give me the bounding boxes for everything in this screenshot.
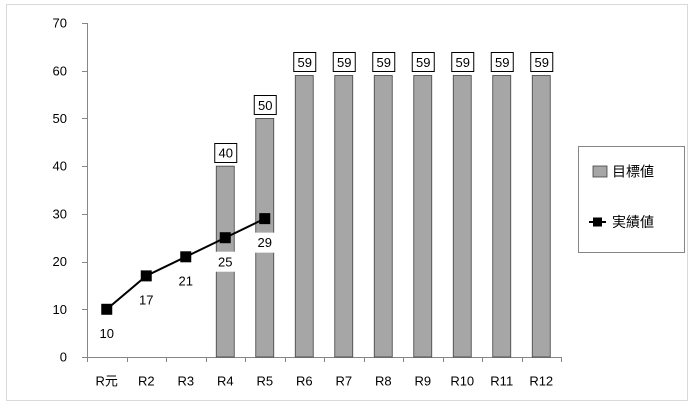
bar-label-box xyxy=(451,52,475,72)
y-tick-label: 10 xyxy=(53,302,67,317)
bar-data-label: 59 xyxy=(456,55,470,70)
x-tick-label: R10 xyxy=(450,374,474,389)
line-label-background xyxy=(134,289,159,310)
bar-target xyxy=(413,75,433,358)
actual-marker xyxy=(219,232,231,244)
bar-data-label: 59 xyxy=(377,55,391,70)
line-data-label: 17 xyxy=(139,292,153,307)
actual-marker xyxy=(140,270,152,282)
bar-target xyxy=(334,75,354,358)
bar-label-box xyxy=(332,52,356,72)
y-tick-label: 70 xyxy=(53,16,67,31)
line-label-background xyxy=(252,232,277,253)
legend: 目標値 実績値 xyxy=(578,146,685,253)
x-tick-label: R元 xyxy=(96,374,118,389)
bar-series-target xyxy=(215,75,551,358)
x-tick-label: R5 xyxy=(256,374,273,389)
actual-marker xyxy=(101,303,113,315)
x-axis: R元 R2 R3 R4 R5 R6 R7 R8 R9 R10 R11 R12 xyxy=(87,357,562,389)
x-tick-label: R2 xyxy=(138,374,155,389)
bar-target xyxy=(531,75,551,358)
legend-box xyxy=(578,146,685,253)
bar-label-box xyxy=(411,52,435,72)
legend-label-actual: 実績値 xyxy=(612,214,654,230)
line-data-label: 25 xyxy=(218,254,232,269)
bar-label-box xyxy=(490,52,514,72)
line-data-labels: 10 17 21 25 29 xyxy=(94,232,277,344)
line-data-label: 29 xyxy=(258,235,272,250)
bar-label-box xyxy=(214,143,238,163)
line-label-background xyxy=(94,323,119,344)
bar-data-label: 59 xyxy=(495,55,509,70)
y-tick-label: 60 xyxy=(53,63,67,78)
y-axis: 0 10 20 30 40 50 60 70 xyxy=(53,16,88,365)
bar-label-box xyxy=(293,52,317,72)
x-tick-label: R4 xyxy=(217,374,234,389)
bar-data-label: 40 xyxy=(219,146,233,161)
bar-data-label: 59 xyxy=(298,55,312,70)
line-series-actual xyxy=(101,213,271,315)
bar-target xyxy=(294,75,314,358)
line-data-label: 10 xyxy=(100,326,114,341)
bar-label-box xyxy=(530,52,554,72)
bar-target xyxy=(492,75,512,358)
bar-data-label: 59 xyxy=(337,55,351,70)
bar-target xyxy=(373,75,393,358)
actual-marker xyxy=(180,251,192,263)
x-tick-label: R7 xyxy=(335,374,352,389)
actual-marker xyxy=(259,213,271,225)
line-data-label: 21 xyxy=(179,273,193,288)
y-tick-label: 50 xyxy=(53,111,67,126)
legend-label-target: 目標値 xyxy=(612,163,654,179)
bar-label-box xyxy=(253,95,277,115)
legend-swatch-target xyxy=(592,165,608,178)
legend-swatch-actual-marker xyxy=(593,217,602,227)
x-tick-label: R12 xyxy=(529,374,553,389)
x-tick-label: R11 xyxy=(490,374,513,389)
bar-label-box xyxy=(372,52,396,72)
y-tick-label: 40 xyxy=(53,159,67,174)
line-label-background xyxy=(213,251,238,272)
line-label-background xyxy=(173,270,198,291)
x-tick-label: R3 xyxy=(177,374,194,389)
y-tick-label: 30 xyxy=(53,206,67,221)
bar-target xyxy=(452,75,472,358)
x-tick-label: R9 xyxy=(414,374,431,389)
bar-data-labels: 40 50 59 59 59 59 59 59 59 xyxy=(214,52,554,163)
bar-data-label: 59 xyxy=(416,55,430,70)
x-tick-label: R6 xyxy=(296,374,313,389)
bar-data-label: 59 xyxy=(535,55,549,70)
y-tick-label: 0 xyxy=(60,350,67,365)
x-tick-label: R8 xyxy=(375,374,392,389)
y-tick-label: 20 xyxy=(53,254,67,269)
bar-data-label: 50 xyxy=(258,98,272,113)
